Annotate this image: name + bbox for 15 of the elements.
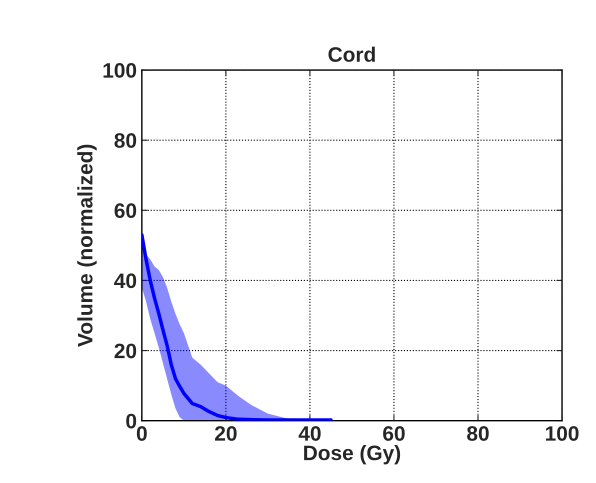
x-tick-label: 80 [467,426,489,441]
y-axis-title: Volume (normalized) [77,144,97,347]
y-tick-label: 40 [114,273,136,288]
x-tick-label: 20 [215,426,237,441]
x-axis-title: Dose (Gy) [304,444,400,464]
x-tick-label: 0 [136,426,147,441]
y-tick-label: 100 [104,63,136,78]
chart-title: Cord [328,46,375,62]
y-tick-label: 0 [126,414,136,428]
x-tick-label: 100 [546,426,579,441]
y-tick-label: 80 [114,133,136,148]
y-tick-label: 60 [114,203,136,218]
y-tick-label: 20 [114,344,136,358]
x-tick-label: 60 [383,426,405,441]
x-tick-label: 40 [298,426,321,441]
